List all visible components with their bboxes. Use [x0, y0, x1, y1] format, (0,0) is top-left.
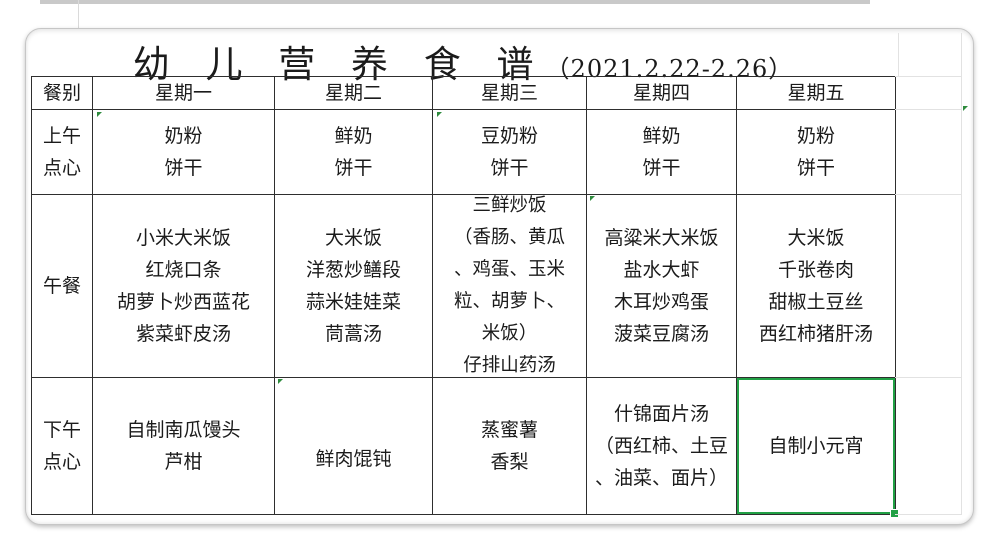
faint-gridline-horizontal [895, 514, 962, 515]
spreadsheet-top-gridline [78, 0, 79, 28]
cell-tuesday-lunch[interactable]: 大米饭 洋葱炒鳝段 蒜米娃娃菜 茼蒿汤 [275, 195, 433, 378]
faint-gridline-horizontal [895, 377, 962, 378]
cell-wednesday-afternoon-snack[interactable]: 蒸蜜薯 香梨 [433, 378, 587, 515]
cell-tuesday-morning-snack[interactable]: 鲜奶 饼干 [275, 110, 433, 195]
cell-wednesday-morning-snack[interactable]: 豆奶粉 饼干 [433, 110, 587, 195]
row-label-lunch[interactable]: 午餐 [32, 195, 93, 378]
cell-thursday-morning-snack[interactable]: 鲜奶 饼干 [587, 110, 737, 195]
header-cell-friday[interactable]: 星期五 [737, 77, 896, 110]
faint-gridline-horizontal [895, 109, 962, 110]
cell-wednesday-lunch[interactable]: 三鲜炒饭 （香肠、黄瓜 、鸡蛋、玉米 粒、胡萝卜、 米饭） 仔排山药汤 [433, 195, 587, 378]
cell-thursday-afternoon-snack[interactable]: 什锦面片汤 （西红柿、土豆 、油菜、面片） [587, 378, 737, 515]
header-cell-tuesday[interactable]: 星期二 [275, 77, 433, 110]
spreadsheet-top-row-fragment [40, 0, 870, 4]
error-flag-icon [437, 112, 442, 117]
page-title: 幼 儿 营 养 食 谱（2021.2.22-2.26） [31, 34, 895, 86]
cell-monday-lunch[interactable]: 小米大米饭 红烧口条 胡萝卜炒西蓝花 紫菜虾皮汤 [93, 195, 275, 378]
header-cell-wednesday[interactable]: 星期三 [433, 77, 587, 110]
header-cell-monday[interactable]: 星期一 [93, 77, 275, 110]
error-flag-icon [97, 112, 102, 117]
error-flag-icon [590, 196, 595, 201]
cell-tuesday-afternoon-snack[interactable]: 鲜肉馄钝 [275, 378, 433, 515]
faint-gridline-horizontal [895, 76, 962, 77]
cell-friday-lunch[interactable]: 大米饭 千张卷肉 甜椒土豆丝 西红柿猪肝汤 [737, 195, 896, 378]
cell-monday-morning-snack[interactable]: 奶粉 饼干 [93, 110, 275, 195]
menu-table: 餐别 星期一 星期二 星期三 星期四 星期五 上午 点心 奶粉 饼干 鲜奶 饼干… [31, 76, 899, 518]
header-cell-meal-type[interactable]: 餐别 [32, 77, 93, 110]
error-flag-icon [963, 106, 968, 111]
cell-thursday-lunch[interactable]: 高粱米大米饭 盐水大虾 木耳炒鸡蛋 菠菜豆腐汤 [587, 195, 737, 378]
header-cell-thursday[interactable]: 星期四 [587, 77, 737, 110]
error-flag-icon [278, 379, 283, 384]
selected-cell-friday-afternoon-snack[interactable]: 自制小元宵 [737, 378, 899, 518]
faint-gridline-horizontal [895, 194, 962, 195]
menu-screenshot-card: 幼 儿 营 养 食 谱（2021.2.22-2.26） 餐别 星期一 星期二 星… [25, 28, 974, 525]
cell-friday-morning-snack[interactable]: 奶粉 饼干 [737, 110, 896, 195]
cell-monday-afternoon-snack[interactable]: 自制南瓜馒头 芦柑 [93, 378, 275, 515]
row-label-morning-snack[interactable]: 上午 点心 [32, 110, 93, 195]
row-label-afternoon-snack[interactable]: 下午 点心 [32, 378, 93, 515]
menu-title-text: 幼 儿 营 养 食 谱 [132, 43, 546, 86]
faint-gridline-vertical [961, 33, 962, 514]
faint-gridline-vertical [898, 33, 899, 76]
